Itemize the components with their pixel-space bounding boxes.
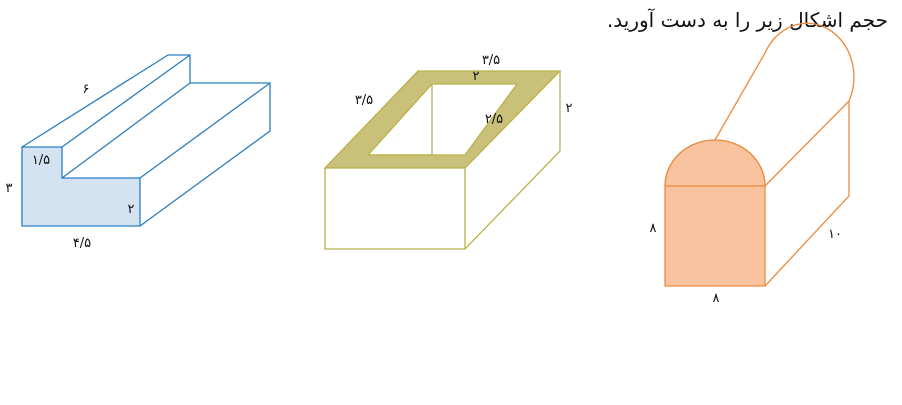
hollow-box-outer-length-label: ۳/۵ <box>482 53 500 68</box>
stepped-prism-length-label: ۶ <box>83 82 90 97</box>
hollow-box-top-ring <box>323 70 562 169</box>
arched-prism-height-label: ۸ <box>650 221 657 236</box>
hollow-box-edges <box>324 71 561 250</box>
stepped-prism-base-width-label: ۴/۵ <box>73 236 91 251</box>
arched-prism-length-label: ۱۰ <box>828 227 842 242</box>
hollow-box-outer-width-label: ۳/۵ <box>355 93 373 108</box>
hollow-box-shape <box>323 70 562 250</box>
hollow-box-inner-width-label: ۲/۵ <box>485 112 503 127</box>
arched-prism-width-label: ۸ <box>713 291 720 306</box>
stepped-prism-lower-height-label: ۲ <box>128 202 135 217</box>
hollow-box-height-label: ۲ <box>566 101 573 116</box>
stepped-prism-shape <box>21 54 271 227</box>
page-title: حجم اشکال زیر را به دست آورید. <box>606 8 888 32</box>
stepped-prism-height-label: ۳ <box>6 181 13 196</box>
stepped-prism-top-step-label: ۱/۵ <box>32 153 50 168</box>
stepped-prism-edges <box>21 54 271 227</box>
hollow-box-inner-length-label: ۲ <box>473 69 480 84</box>
arched-prism-shape <box>664 22 855 287</box>
arched-prism-front-face <box>664 139 766 287</box>
